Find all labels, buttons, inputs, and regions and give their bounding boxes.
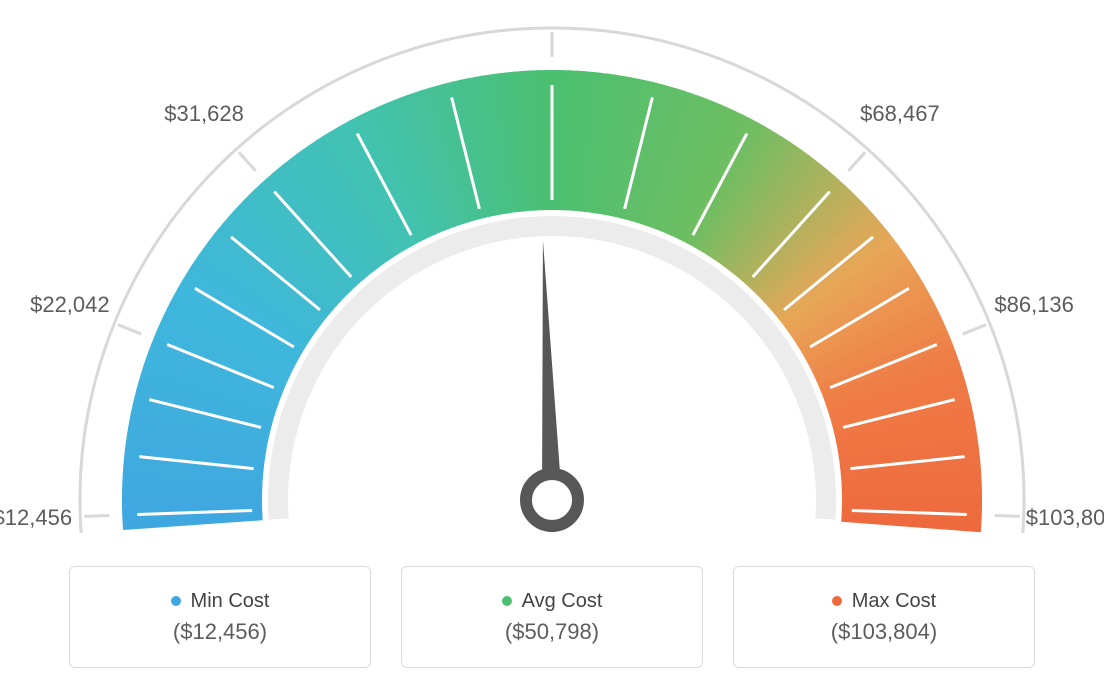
legend-value-avg: ($50,798)	[505, 619, 599, 645]
scale-label: $31,628	[164, 101, 244, 127]
scale-label: $103,804	[1026, 505, 1104, 531]
gauge-chart: $12,456$22,042$31,628$50,798$68,467$86,1…	[0, 0, 1104, 560]
dot-icon	[502, 596, 512, 606]
legend-value-max: ($103,804)	[831, 619, 937, 645]
legend-box-max: Max Cost ($103,804)	[733, 566, 1035, 668]
legend-box-avg: Avg Cost ($50,798)	[401, 566, 703, 668]
legend-value-min: ($12,456)	[173, 619, 267, 645]
scale-label: $22,042	[30, 292, 110, 318]
legend-title-min: Min Cost	[171, 590, 270, 613]
scale-label: $86,136	[994, 292, 1074, 318]
legend-box-min: Min Cost ($12,456)	[69, 566, 371, 668]
scale-label: $68,467	[860, 101, 940, 127]
gauge-svg	[0, 0, 1104, 560]
legend-title-text: Max Cost	[852, 590, 936, 613]
legend-title-text: Avg Cost	[522, 590, 603, 613]
legend-row: Min Cost ($12,456) Avg Cost ($50,798) Ma…	[0, 566, 1104, 678]
scale-label: $12,456	[0, 505, 72, 531]
legend-title-text: Min Cost	[191, 590, 270, 613]
dot-icon	[832, 596, 842, 606]
legend-title-max: Max Cost	[832, 590, 936, 613]
legend-title-avg: Avg Cost	[502, 590, 603, 613]
dot-icon	[171, 596, 181, 606]
